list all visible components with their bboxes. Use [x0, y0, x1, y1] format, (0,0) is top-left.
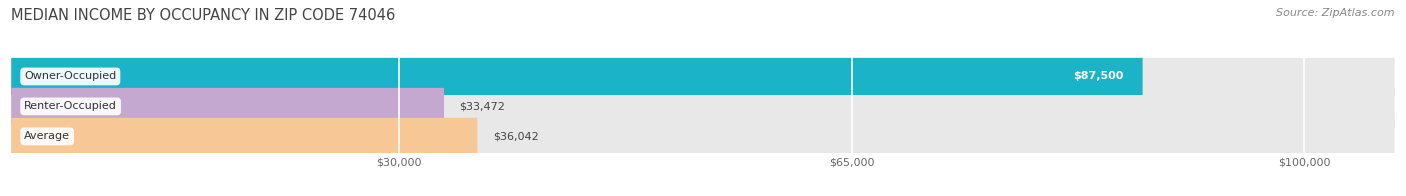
Text: $36,042: $36,042	[492, 131, 538, 141]
FancyBboxPatch shape	[11, 118, 1395, 155]
Text: Average: Average	[24, 131, 70, 141]
FancyBboxPatch shape	[11, 58, 1395, 95]
Text: Renter-Occupied: Renter-Occupied	[24, 101, 117, 112]
Text: MEDIAN INCOME BY OCCUPANCY IN ZIP CODE 74046: MEDIAN INCOME BY OCCUPANCY IN ZIP CODE 7…	[11, 8, 395, 23]
FancyBboxPatch shape	[11, 88, 444, 125]
Text: $33,472: $33,472	[460, 101, 505, 112]
Text: Source: ZipAtlas.com: Source: ZipAtlas.com	[1277, 8, 1395, 18]
FancyBboxPatch shape	[11, 118, 477, 155]
Text: Owner-Occupied: Owner-Occupied	[24, 72, 117, 82]
FancyBboxPatch shape	[11, 88, 1395, 125]
Text: $87,500: $87,500	[1073, 72, 1123, 82]
FancyBboxPatch shape	[11, 58, 1143, 95]
